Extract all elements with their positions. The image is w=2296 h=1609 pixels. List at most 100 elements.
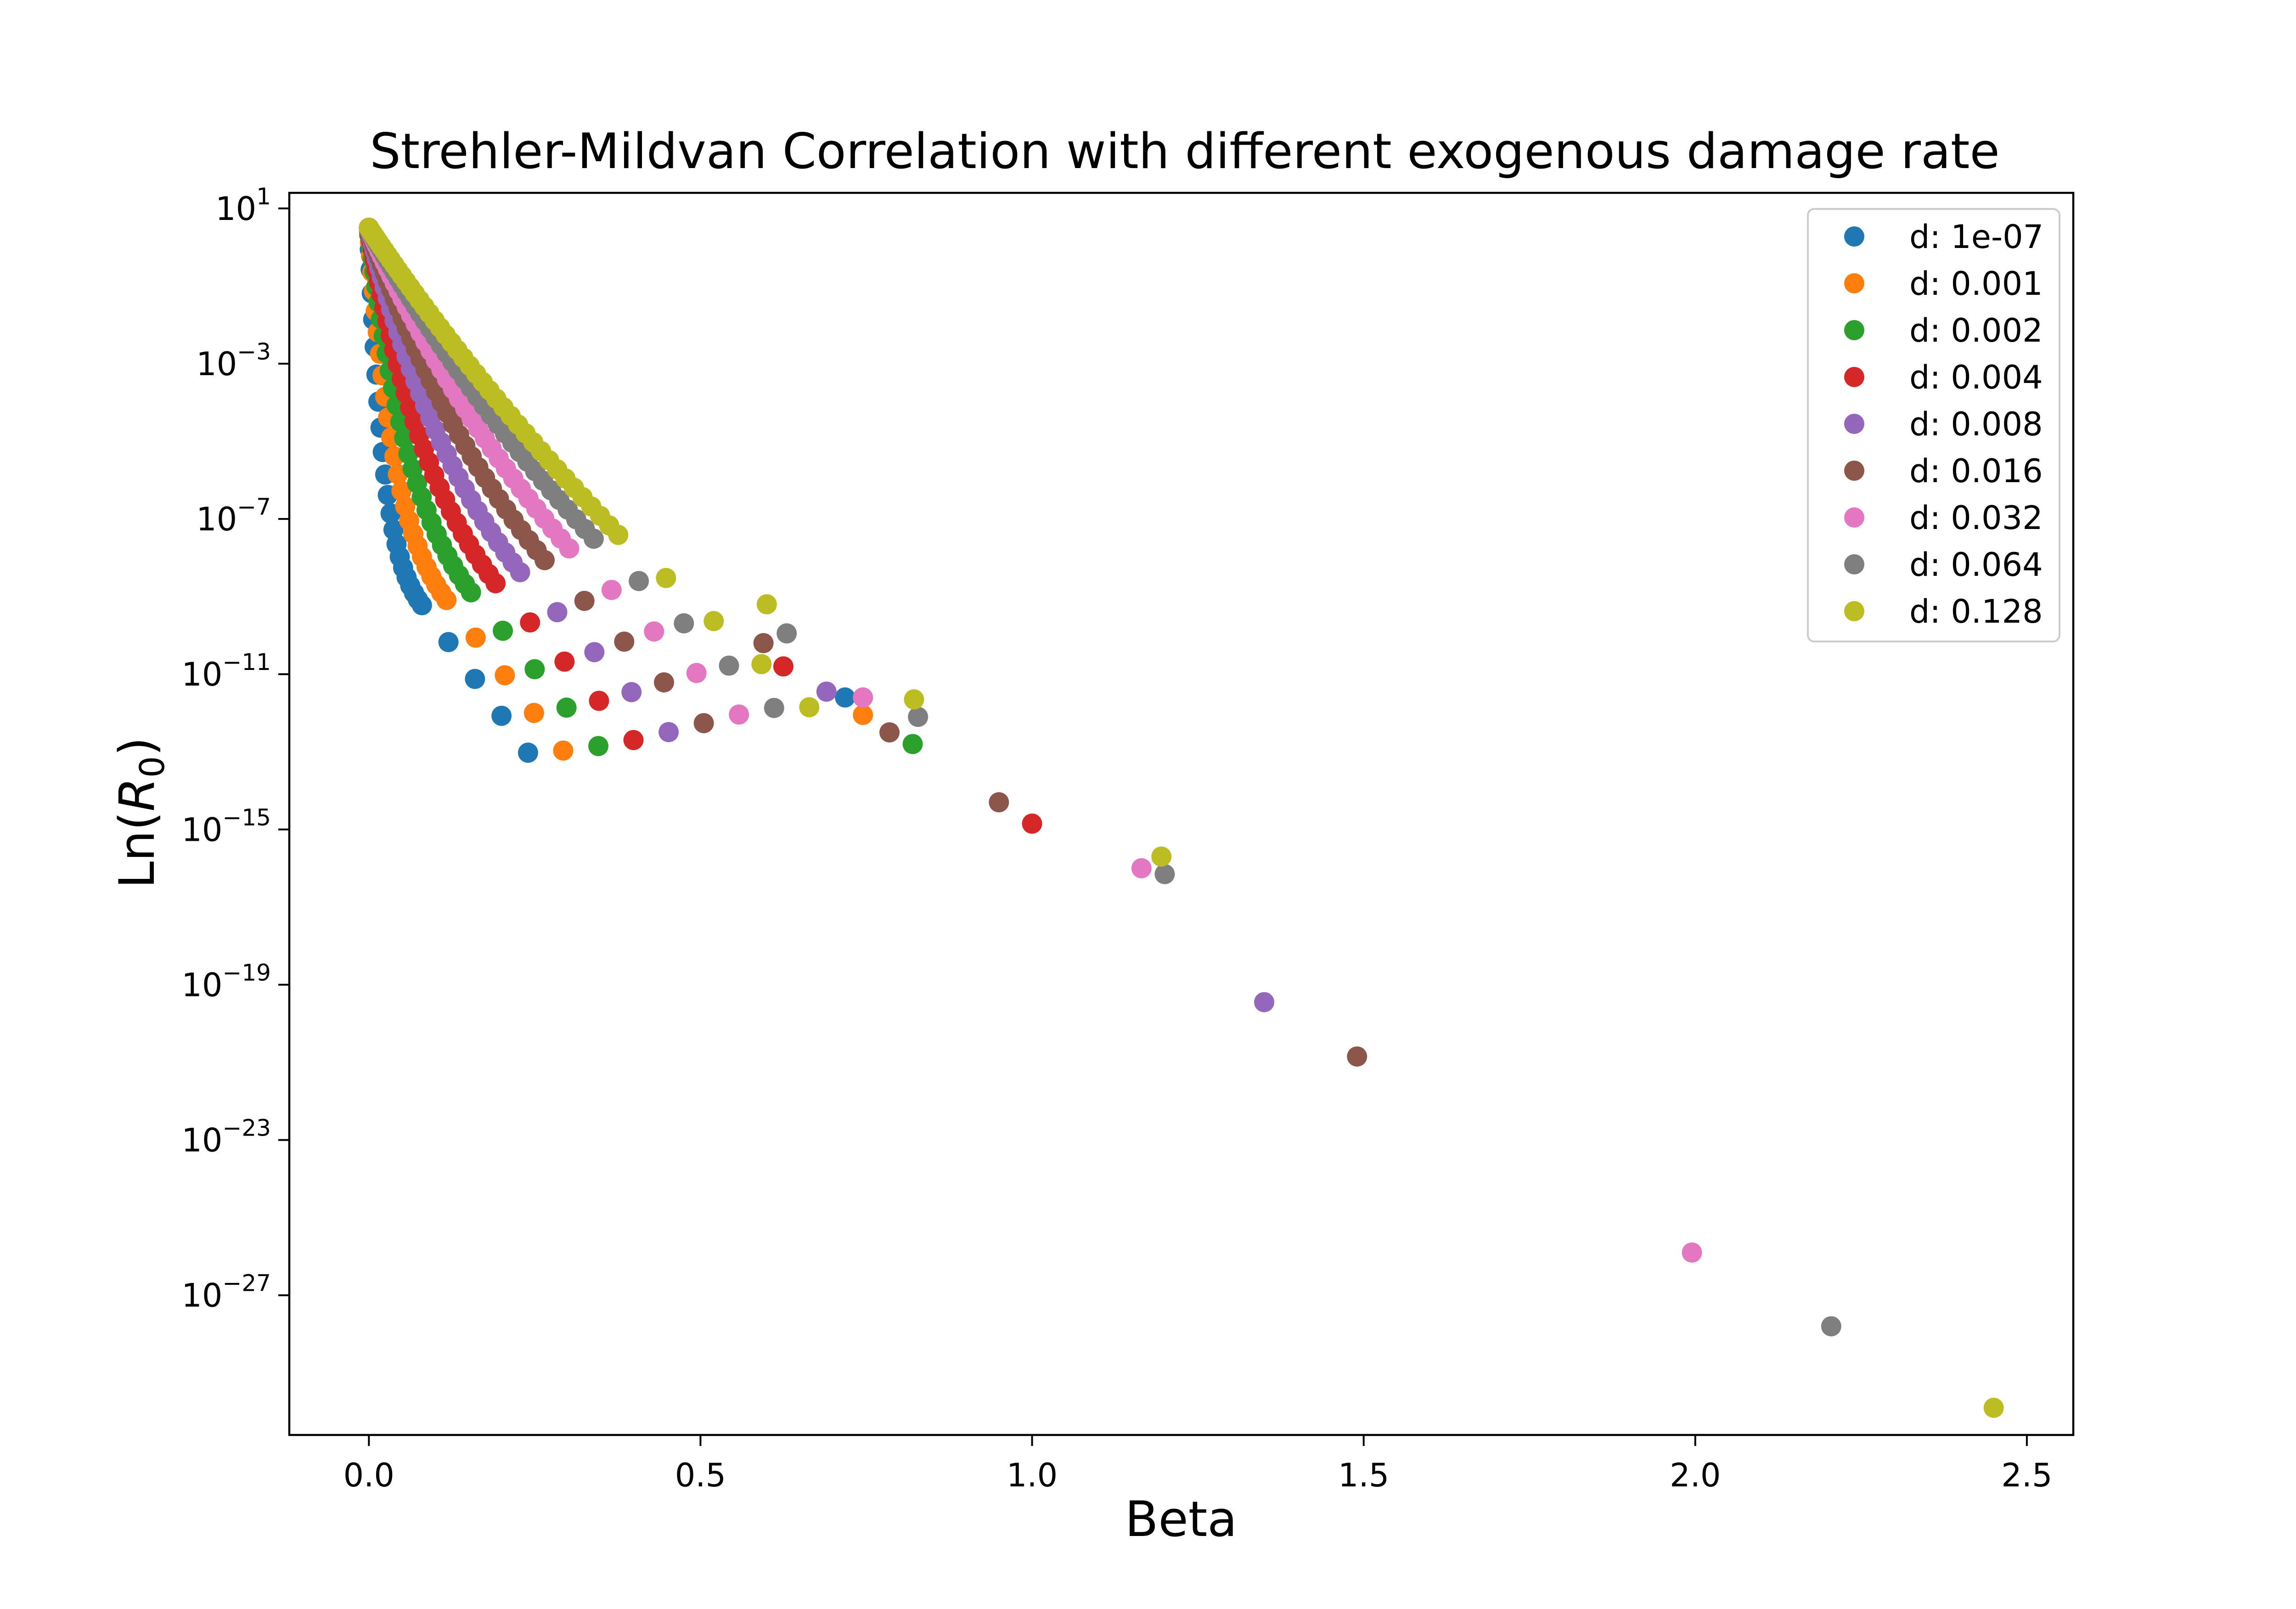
data-point [853,704,873,725]
data-point [614,631,635,652]
data-point [547,602,568,623]
data-point [753,633,774,653]
data-point [559,538,580,559]
legend-label: d: 0.004 [1909,359,2043,396]
y-axis-label-sub: 0 [133,756,172,778]
data-point [556,698,577,718]
data-point [436,590,457,610]
y-tick-label: 10−7 [196,494,271,538]
plot-points [359,218,2004,1418]
x-tick-label: 1.0 [1007,1457,1058,1494]
y-tick-label: 10−27 [181,1270,271,1315]
x-tick-label: 1.5 [1338,1457,1389,1494]
data-point [589,691,609,711]
data-point [879,722,900,743]
data-point [1022,813,1042,834]
y-axis-label-close: ) [109,737,165,756]
data-point [674,613,694,634]
data-point [656,568,676,588]
legend-label: d: 0.032 [1909,499,2043,537]
data-point [653,672,674,693]
data-point [835,687,855,708]
data-point [644,621,664,642]
legend-label: d: 0.001 [1909,265,2043,303]
data-point [520,612,540,633]
data-point [756,594,777,615]
data-point [510,562,530,583]
data-point [518,743,538,763]
data-point [908,707,929,727]
y-tick-label: 101 [215,183,271,228]
data-point [588,736,609,756]
data-point [1983,1397,2004,1418]
plot-frame [288,191,2075,1436]
data-point [523,703,544,723]
y-axis-label-base: Ln( [109,811,165,889]
data-point [535,550,555,570]
legend-marker [1844,367,1864,387]
y-tick-label: 10−19 [181,959,271,1004]
data-point [583,529,604,549]
legend-marker [1844,320,1864,340]
x-tick-label: 0.0 [343,1457,394,1494]
data-point [584,642,605,663]
data-point [394,428,415,449]
data-point [553,740,574,761]
y-axis-label: Ln(R0) [109,737,172,889]
series-8-points [359,218,1841,1337]
y-tick-label: 10−11 [181,649,271,693]
data-point [629,571,649,591]
legend: d: 1e-07 d: 0.001 d: 0.002 d: 0.004 d: 0.008… [1807,208,2060,642]
x-tick-label: 2.5 [2001,1457,2052,1494]
data-point [461,582,481,602]
legend-label: d: 1e-07 [1909,218,2043,256]
data-point [751,654,772,675]
data-point [623,730,644,750]
data-point [1821,1316,1841,1337]
legend-label: d: 0.008 [1909,405,2043,443]
data-point [693,713,714,733]
data-point [658,722,679,743]
data-point [686,663,707,683]
data-point [491,705,512,726]
legend-marker [1844,226,1864,247]
data-point [729,704,749,725]
legend-label: d: 0.016 [1909,452,2043,490]
x-axis-ticks: 0.0 0.5 1.0 1.5 2.0 2.5 [343,1435,2053,1494]
data-point [485,573,506,594]
data-point [1254,992,1275,1013]
data-point [1154,864,1175,884]
data-point [493,620,513,641]
data-point [719,655,739,676]
y-tick-label: 10−15 [181,804,271,849]
data-point [777,623,797,644]
x-tick-label: 2.0 [1670,1457,1721,1494]
data-point [465,627,486,648]
series-5-points [359,218,1275,1013]
data-point [904,689,924,710]
legend-marker [1844,414,1864,434]
data-point [1682,1242,1702,1263]
data-point [574,591,595,611]
legend-marker [1844,461,1864,481]
x-axis-label: Beta [1125,1491,1237,1547]
data-point [773,656,793,677]
data-point [390,411,411,432]
data-point [703,611,724,631]
y-tick-label: 10−23 [181,1115,271,1159]
legend-label: d: 0.128 [1909,593,2043,630]
series-7-points [359,218,1702,1263]
legend-marker [1844,554,1864,574]
y-tick-label: 10−3 [196,338,271,383]
data-point [608,524,629,545]
series-6-points [359,218,1367,1067]
data-point [1151,846,1172,867]
data-point [764,698,784,718]
legend-marker [1844,273,1864,293]
data-point [816,681,837,702]
data-point [554,651,575,672]
data-point [853,687,873,708]
data-point [391,481,412,501]
